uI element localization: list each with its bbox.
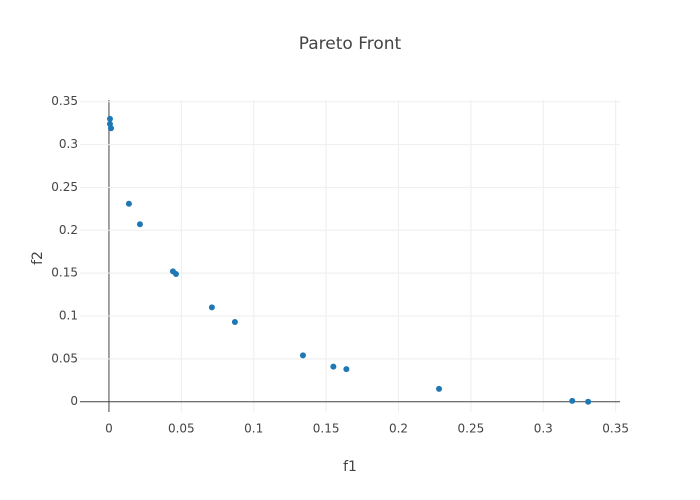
y-tick-label: 0.1 [59,309,78,323]
y-tick-label: 0.25 [51,180,78,194]
y-tick-label: 0.3 [59,137,78,151]
point [125,200,132,207]
y-tick-label: 0.35 [51,94,78,108]
point [208,304,215,311]
point [436,385,443,392]
y-tick-label: 0.2 [59,223,78,237]
point [106,115,113,122]
chart-title: Pareto Front [299,34,402,54]
y-tick-label: 0.15 [51,266,78,280]
point [330,363,337,370]
x-tick-label: 0.3 [534,422,553,436]
point [569,397,576,404]
y-axis-title: f2 [30,251,46,265]
point [231,319,238,325]
x-tick-label: 0.15 [313,422,340,436]
x-tick-label: 0 [105,422,113,436]
point [299,352,306,359]
y-tick-label: 0 [70,394,78,408]
x-axis-title: f1 [343,459,357,475]
x-tick-label: 0.05 [168,422,195,436]
y-tick-label: 0.05 [51,351,78,365]
x-tick-label: 0.25 [458,422,485,436]
point [585,398,592,405]
x-tick-label: 0.35 [602,422,629,436]
point [136,221,143,228]
x-tick-label: 0.2 [389,422,408,436]
point [172,271,179,277]
point [107,125,114,132]
point [343,366,350,373]
x-tick-label: 0.1 [244,422,263,436]
